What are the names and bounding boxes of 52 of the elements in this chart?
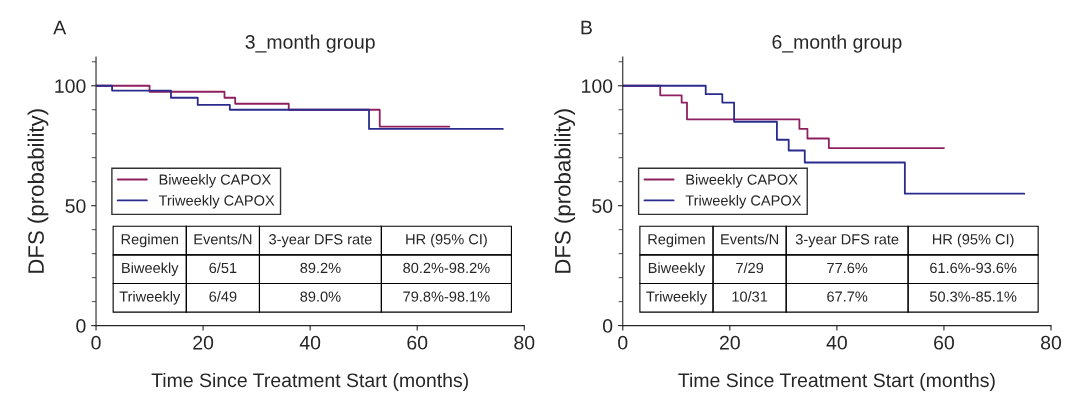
x-tick-label: 60 — [407, 335, 428, 350]
legend-label: Triweekly CAPOX — [158, 194, 275, 209]
annotation: HR (95% CI) — [406, 233, 487, 248]
annotation: 77.6% — [827, 262, 868, 274]
annotation: Events/N — [721, 233, 779, 245]
legend-label: Triweekly CAPOX — [685, 194, 802, 209]
annotation: HR (95% CI) — [933, 233, 1014, 248]
chart-title: 6_month group — [772, 34, 902, 53]
annotation: Biweekly — [648, 262, 706, 276]
annotation: Regimen — [648, 233, 705, 248]
annotation: 50.3%-85.1% — [929, 291, 1017, 302]
x-tick-label: 40 — [826, 335, 847, 350]
annotation: 6/49 — [209, 291, 237, 302]
y-tick-label: 50 — [592, 199, 613, 213]
annotation: 89.0% — [300, 291, 341, 302]
y-tick-label: 0 — [76, 319, 86, 333]
annotation: Triweekly — [119, 291, 181, 305]
x-tick-label: 20 — [193, 335, 214, 350]
annotation: 7/29 — [736, 262, 764, 274]
y-tick-label: 0 — [602, 319, 613, 333]
annotation: 10/31 — [732, 291, 768, 302]
annotation: Events/N — [194, 233, 252, 245]
x-tick-label: 80 — [1041, 335, 1062, 350]
y-tick-label: 50 — [65, 199, 86, 213]
annotation: 3-year DFS rate — [795, 234, 899, 248]
y-tick-label: 100 — [582, 79, 613, 93]
annotation: 67.7% — [827, 291, 868, 302]
x-tick-label: 20 — [719, 335, 740, 350]
chart-title: 3_month group — [245, 34, 375, 53]
annotation: 89.2% — [300, 262, 341, 274]
x-tick-label: 0 — [618, 335, 628, 350]
text: B — [581, 20, 592, 35]
annotation: 3-year DFS rate — [269, 234, 372, 248]
y-axis-title: DFS (probability) — [554, 109, 576, 273]
legend-label: Biweekly CAPOX — [686, 174, 798, 188]
y-tick-label: 100 — [55, 79, 86, 93]
x-axis-title: Time Since Treatment Start (months) — [151, 372, 468, 392]
legend-label: Biweekly CAPOX — [159, 174, 271, 188]
x-tick-label: 80 — [514, 335, 535, 350]
annotation: 61.6%-93.6% — [930, 262, 1017, 274]
x-tick-label: 0 — [91, 335, 101, 350]
annotation: 80.2%-98.2% — [403, 262, 490, 274]
y-axis-title: DFS (probability) — [27, 109, 49, 273]
x-tick-label: 40 — [299, 335, 321, 350]
annotation: Biweekly — [122, 262, 179, 276]
annotation: Regimen — [121, 233, 178, 248]
annotation: Triweekly — [646, 291, 707, 305]
annotation: 6/51 — [209, 262, 237, 274]
x-tick-label: 60 — [934, 335, 954, 350]
annotation: 79.8%-98.1% — [403, 291, 490, 302]
x-axis-title: Time Since Treatment Start (months) — [678, 372, 995, 392]
text: A — [53, 20, 67, 35]
